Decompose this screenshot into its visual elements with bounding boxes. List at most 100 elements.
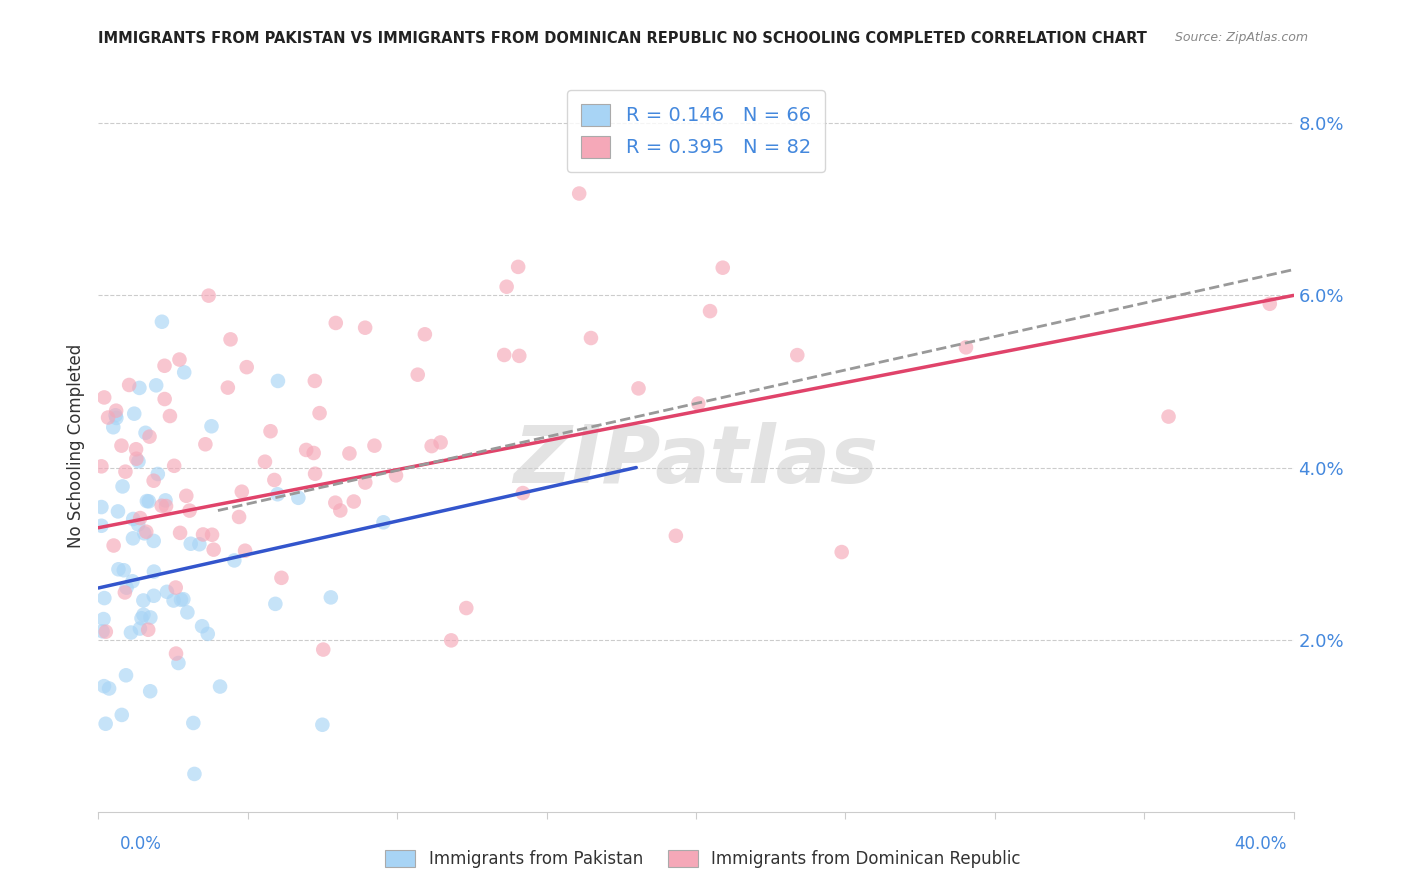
Point bbox=[105, 403, 128, 417]
Point bbox=[200, 419, 222, 434]
Point bbox=[120, 625, 142, 640]
Point bbox=[267, 374, 290, 388]
Point bbox=[103, 420, 125, 434]
Point bbox=[132, 607, 155, 622]
Point bbox=[94, 624, 117, 639]
Point bbox=[323, 496, 346, 510]
Point bbox=[181, 716, 204, 731]
Point bbox=[153, 392, 176, 406]
Point bbox=[112, 563, 135, 577]
Legend: R = 0.146   N = 66, R = 0.395   N = 82: R = 0.146 N = 66, R = 0.395 N = 82 bbox=[568, 90, 824, 172]
Point bbox=[142, 589, 165, 603]
Point bbox=[129, 622, 152, 636]
Point bbox=[122, 407, 145, 421]
Point bbox=[111, 479, 134, 493]
Point bbox=[231, 484, 253, 499]
Point bbox=[354, 475, 377, 490]
Text: 40.0%: 40.0% bbox=[1234, 835, 1286, 853]
Point bbox=[104, 409, 127, 423]
Point bbox=[233, 543, 256, 558]
Point bbox=[191, 527, 214, 541]
Point bbox=[312, 642, 335, 657]
Point bbox=[235, 360, 257, 375]
Point bbox=[135, 524, 157, 539]
Point bbox=[354, 320, 377, 334]
Point bbox=[786, 348, 808, 362]
Point bbox=[440, 633, 463, 648]
Point bbox=[287, 491, 309, 505]
Point bbox=[429, 435, 451, 450]
Point bbox=[494, 348, 516, 362]
Point bbox=[107, 562, 129, 576]
Point bbox=[110, 439, 132, 453]
Point bbox=[170, 592, 193, 607]
Point bbox=[107, 504, 129, 518]
Point bbox=[122, 532, 145, 546]
Point bbox=[194, 437, 217, 451]
Point bbox=[217, 381, 239, 395]
Point bbox=[94, 716, 117, 731]
Point bbox=[304, 467, 326, 481]
Point bbox=[266, 487, 288, 501]
Point bbox=[183, 767, 205, 781]
Point bbox=[224, 553, 246, 567]
Point bbox=[155, 493, 177, 508]
Point bbox=[90, 518, 112, 533]
Point bbox=[329, 503, 352, 517]
Point bbox=[159, 409, 181, 423]
Point bbox=[259, 424, 281, 438]
Point bbox=[420, 439, 443, 453]
Point bbox=[169, 352, 191, 367]
Point bbox=[308, 406, 330, 420]
Point bbox=[135, 425, 157, 440]
Y-axis label: No Schooling Completed: No Schooling Completed bbox=[66, 344, 84, 548]
Point bbox=[128, 381, 150, 395]
Point bbox=[115, 581, 138, 595]
Text: ZIPatlas: ZIPatlas bbox=[513, 422, 879, 500]
Point bbox=[311, 718, 333, 732]
Point bbox=[132, 593, 155, 607]
Point bbox=[105, 411, 128, 425]
Point bbox=[263, 473, 285, 487]
Point bbox=[125, 451, 148, 466]
Point bbox=[176, 606, 198, 620]
Point bbox=[127, 454, 149, 468]
Point bbox=[373, 516, 395, 530]
Point bbox=[176, 489, 198, 503]
Point bbox=[127, 517, 149, 532]
Point bbox=[150, 499, 173, 513]
Point bbox=[406, 368, 429, 382]
Point bbox=[665, 529, 688, 543]
Point bbox=[188, 537, 211, 551]
Point bbox=[165, 581, 187, 595]
Point bbox=[955, 340, 977, 354]
Point bbox=[93, 391, 115, 405]
Point bbox=[125, 442, 148, 457]
Point bbox=[93, 591, 115, 605]
Point bbox=[153, 359, 176, 373]
Point bbox=[688, 396, 710, 410]
Point bbox=[711, 260, 734, 275]
Point bbox=[150, 315, 173, 329]
Point bbox=[831, 545, 853, 559]
Point bbox=[121, 574, 143, 589]
Point bbox=[1258, 297, 1281, 311]
Point bbox=[135, 494, 157, 508]
Point bbox=[456, 601, 478, 615]
Point bbox=[201, 527, 224, 541]
Point bbox=[115, 668, 138, 682]
Point bbox=[118, 378, 141, 392]
Point bbox=[98, 681, 121, 696]
Point bbox=[202, 542, 225, 557]
Point bbox=[270, 571, 292, 585]
Point bbox=[173, 365, 195, 379]
Point bbox=[191, 619, 214, 633]
Point bbox=[162, 593, 184, 607]
Point bbox=[228, 510, 250, 524]
Point bbox=[339, 446, 361, 460]
Point bbox=[319, 591, 342, 605]
Point bbox=[91, 624, 114, 639]
Point bbox=[142, 565, 165, 579]
Point bbox=[172, 592, 194, 607]
Point bbox=[209, 680, 232, 694]
